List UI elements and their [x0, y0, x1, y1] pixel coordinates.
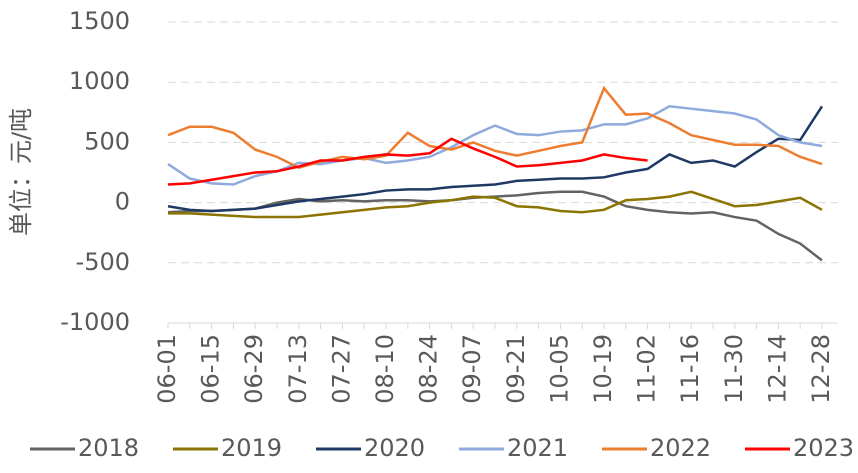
y-axis-label: 单位：元/吨	[7, 108, 35, 236]
x-tick-label: 11-30	[720, 334, 748, 404]
x-tick-label: 11-16	[676, 334, 704, 404]
series-line	[167, 85, 823, 170]
y-tick-label: 500	[84, 127, 130, 155]
x-tick-label: 10-05	[545, 334, 573, 404]
x-tick-label: 10-19	[589, 334, 617, 404]
x-tick-label: 06-01	[153, 334, 181, 404]
y-tick-label: 1500	[69, 7, 130, 35]
legend-label: 2019	[221, 434, 282, 462]
x-tick-label: 09-21	[502, 334, 530, 404]
x-tick-label: 08-10	[371, 334, 399, 404]
legend-label: 2021	[507, 434, 568, 462]
series-line	[168, 190, 823, 219]
x-tick-label: 12-28	[807, 334, 835, 404]
y-tick-label: 0	[115, 188, 130, 216]
legend-label: 2023	[793, 434, 854, 462]
x-tick-label: 06-15	[197, 334, 225, 404]
x-tick-label: 07-27	[327, 334, 355, 404]
legend-label: 2020	[364, 434, 425, 462]
x-tick-label: 08-24	[415, 334, 443, 404]
x-tick-label: 07-13	[284, 334, 312, 404]
series-line	[167, 105, 824, 213]
x-tick-label: 09-07	[458, 334, 486, 404]
y-tick-label: -1000	[60, 308, 130, 336]
legend-label: 2022	[650, 434, 711, 462]
legend-label: 2018	[78, 434, 139, 462]
y-tick-label: -500	[76, 248, 130, 276]
x-tick-label: 06-29	[240, 334, 268, 404]
y-tick-label: 1000	[69, 67, 130, 95]
series-line	[167, 137, 648, 186]
x-tick-label: 11-02	[633, 334, 661, 404]
x-tick-label: 12-14	[763, 334, 791, 404]
